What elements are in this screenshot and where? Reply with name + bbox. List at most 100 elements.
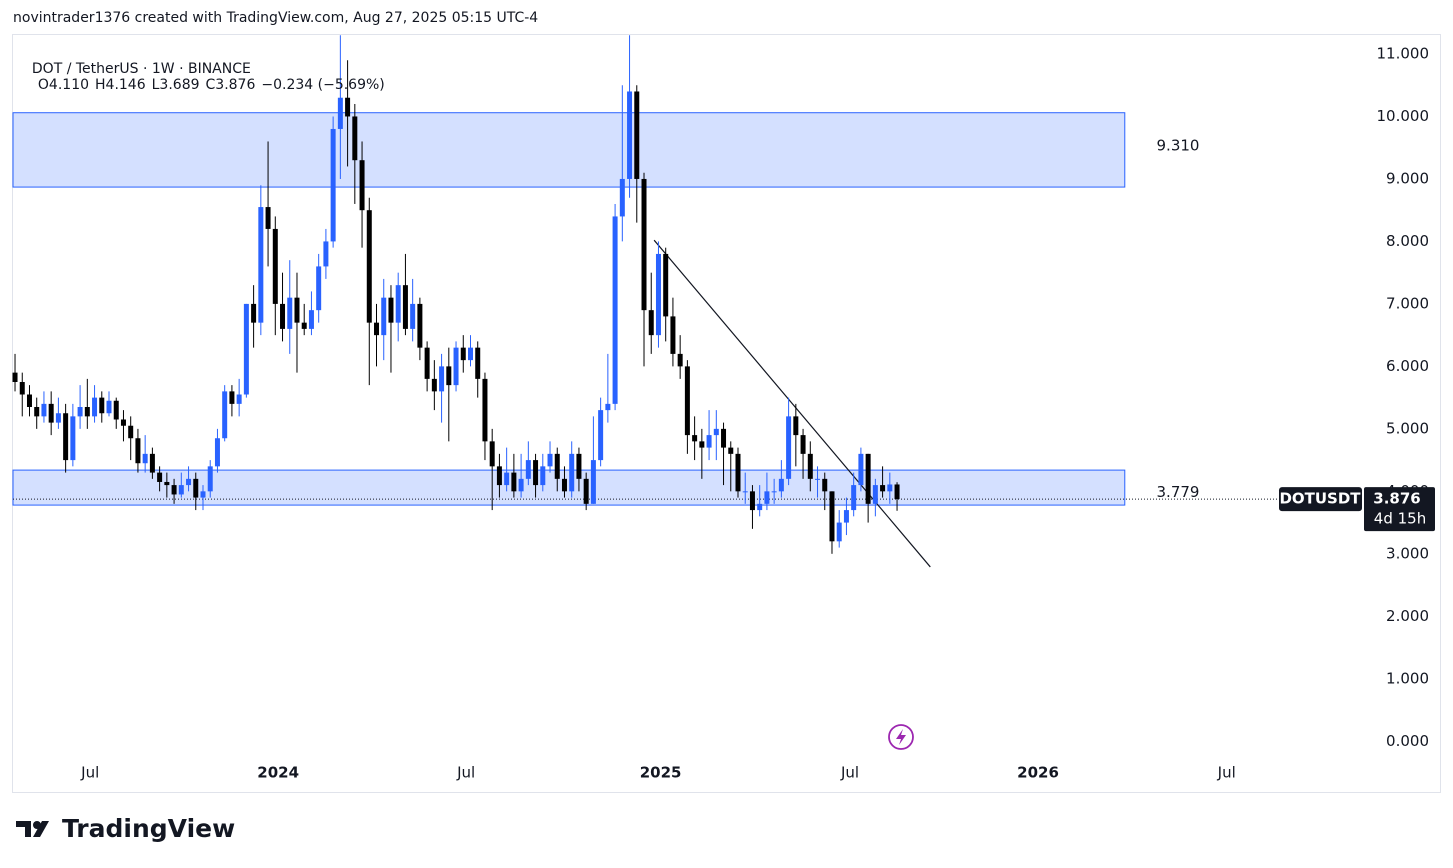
x-tick-label: Jul (840, 764, 859, 782)
candle-body (178, 485, 184, 495)
candle-body (475, 347, 481, 379)
candle-body (576, 453, 582, 479)
legend-item: O4.110 (37, 77, 90, 93)
candle-body (345, 97, 351, 117)
candle-body (359, 160, 365, 211)
candle-body (843, 510, 849, 523)
candle-body (308, 310, 314, 329)
chart-title: DOT / TetherUS · 1W · BINANCE (31, 61, 251, 77)
candle-body (12, 372, 18, 383)
candle-body (778, 478, 784, 492)
candle-body (872, 485, 878, 504)
candle-body (764, 491, 770, 504)
candle-body (569, 453, 575, 492)
candle-body (193, 478, 199, 498)
candle-body (894, 484, 900, 500)
candle-body (815, 478, 821, 480)
candle-body (793, 416, 799, 436)
candle-body (663, 253, 669, 317)
candle-body (186, 478, 192, 486)
candle-body (381, 297, 387, 336)
candle-body (55, 413, 61, 423)
symbol-badge (1279, 487, 1362, 512)
candle-body (157, 472, 163, 482)
candle-body (92, 397, 98, 417)
x-tick-label: 2025 (640, 764, 682, 782)
y-tick-label: 7.000 (1386, 294, 1429, 312)
candle-body (214, 438, 220, 467)
candle-body (547, 453, 553, 467)
candle-body (77, 406, 83, 417)
candle-body (402, 285, 408, 329)
candle-body (337, 97, 343, 129)
candle-body (120, 419, 126, 426)
candle-body (749, 491, 755, 511)
candle-body (149, 453, 155, 473)
candle-body (742, 491, 748, 493)
candle-body (113, 400, 119, 420)
candle-body (301, 322, 307, 329)
candle-body (258, 207, 264, 323)
title-legend: DOT / TetherUS · 1W · BINANCE O4.110 H4.1… (23, 45, 385, 93)
candle-body (207, 466, 213, 492)
price-badge (1364, 487, 1435, 532)
candle-body (48, 403, 54, 423)
candle-body (800, 435, 806, 454)
candle-body (171, 485, 177, 495)
candle-body (561, 478, 567, 492)
candle-body (518, 478, 524, 492)
candle-body (771, 491, 777, 493)
y-tick-label: 6.000 (1386, 357, 1429, 375)
candle-body (713, 428, 719, 436)
countdown-label: 4d 15h (1374, 510, 1426, 528)
candle-body (590, 460, 596, 504)
candle-body (70, 416, 76, 461)
candle-body (388, 297, 394, 323)
candle-body (19, 382, 25, 395)
legend-item: L3.689 (151, 77, 200, 93)
candle-body (467, 347, 473, 361)
candle-body (236, 394, 242, 404)
candle-body (699, 441, 705, 448)
symbol-label: DOTUSDT (1279, 490, 1361, 508)
candle-body (865, 453, 871, 504)
candle-body (880, 485, 886, 492)
candle-body (677, 353, 683, 367)
candle-body (352, 116, 358, 161)
candle-body (612, 216, 618, 404)
x-tick-label: Jul (80, 764, 99, 782)
trendline (653, 239, 931, 568)
candle-body (482, 378, 488, 442)
candle-body (619, 178, 625, 217)
candle-body (627, 91, 633, 179)
candle-body (887, 484, 893, 492)
candle-body (757, 503, 763, 511)
candle-body (829, 491, 835, 542)
candle-body (222, 391, 228, 439)
candle-body (598, 410, 604, 461)
ohlc-legend: O4.110 H4.146 L3.689 C3.876 −0.234 (−5.69%) (32, 77, 385, 93)
candle-body (41, 403, 47, 417)
candle-body (735, 453, 741, 492)
candle-body (670, 316, 676, 354)
candle-body (496, 466, 502, 486)
candle-body (807, 453, 813, 479)
candle-body (836, 522, 842, 542)
candle-body (692, 435, 698, 442)
candle-body (728, 447, 734, 454)
y-tick-label: 9.000 (1386, 169, 1429, 187)
candle-body (648, 310, 654, 336)
y-tick-label: 3.000 (1386, 544, 1429, 562)
candle-body (655, 253, 661, 336)
candle-body (265, 207, 271, 229)
y-tick-label: 0.000 (1386, 732, 1429, 750)
candle-body (200, 491, 206, 498)
y-tick-label: 11.000 (1377, 44, 1430, 62)
candle-body (721, 428, 727, 448)
candle-body (280, 303, 286, 329)
candle-body (706, 435, 712, 448)
candle-body (34, 406, 40, 417)
candle-body (374, 322, 380, 336)
